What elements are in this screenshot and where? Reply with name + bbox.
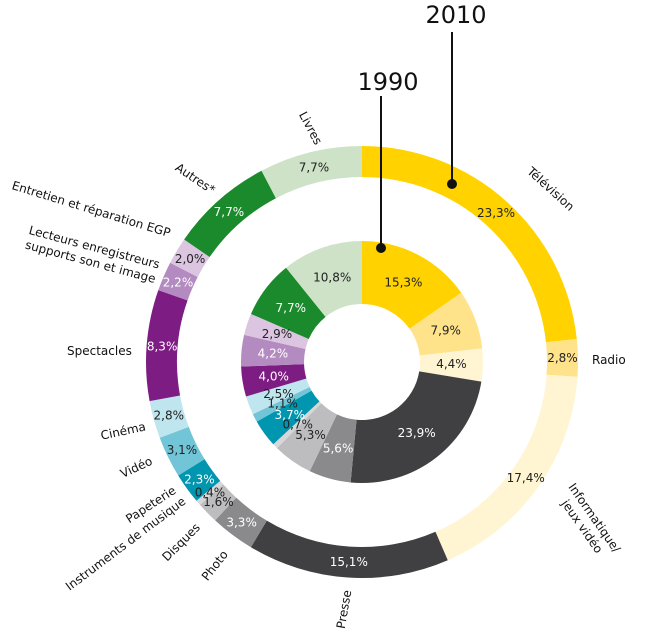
category-label-presse: Presse bbox=[334, 589, 355, 630]
category-label-cinema: Cinéma bbox=[99, 419, 147, 442]
outer-value-label-livres: 7,7% bbox=[299, 160, 330, 174]
callout-dot-1990 bbox=[376, 243, 386, 253]
inner-slice-informatique-jeux-video bbox=[419, 348, 483, 382]
outer-slice-entretien-et-reparation-egp bbox=[170, 239, 210, 277]
inner-slice-entretien-et-reparation-egp bbox=[244, 313, 309, 349]
inner-slice-presse bbox=[350, 371, 482, 484]
outer-value-label-papeterie: 2,3% bbox=[184, 472, 215, 486]
inner-value-label-lecteurs-enregistreurs-supports-son-et-image: 4,2% bbox=[258, 347, 289, 361]
outer-value-label-video: 3,1% bbox=[167, 443, 198, 457]
outer-value-label-photo: 3,3% bbox=[226, 515, 257, 529]
outer-value-label-lecteurs-enregistreurs-supports-son-et-image: 2,2% bbox=[163, 275, 194, 289]
category-label-lecteurs: Lecteurs enregistreurs supports son et i… bbox=[24, 223, 162, 286]
outer-value-label-informatique-jeux-video: 17,4% bbox=[507, 471, 545, 485]
category-label-autres: Autres* bbox=[173, 160, 218, 197]
outer-value-label-spectacles: 8,3% bbox=[147, 339, 178, 353]
inner-value-label-papeterie: 3,7% bbox=[275, 408, 306, 422]
outer-value-label-television: 23,3% bbox=[477, 206, 515, 220]
inner-value-label-instruments-de-musique: 0,7% bbox=[282, 417, 313, 431]
outer-slice-photo bbox=[215, 497, 267, 548]
outer-slice-lecteurs-enregistreurs-supports-son-et-image bbox=[158, 262, 198, 301]
inner-value-label-cinema: 2,5% bbox=[263, 387, 294, 401]
inner-slice-disques bbox=[276, 403, 337, 472]
inner-slice-autres bbox=[250, 267, 326, 339]
inner-slice-lecteurs-enregistreurs-supports-son-et-image bbox=[241, 334, 306, 367]
outer-value-label-cinema: 2,8% bbox=[154, 409, 185, 423]
category-label-radio: Radio bbox=[592, 353, 626, 367]
inner-value-label-entretien-et-reparation-egp: 2,9% bbox=[262, 327, 293, 341]
year-label-2010: 2010 bbox=[425, 1, 486, 29]
inner-slice-cinema bbox=[246, 378, 310, 415]
year-label-1990: 1990 bbox=[357, 68, 418, 96]
inner-value-label-livres: 10,8% bbox=[313, 271, 351, 285]
inner-slice-photo bbox=[309, 414, 357, 483]
callout-dot-2010 bbox=[447, 179, 457, 189]
inner-slice-radio bbox=[409, 292, 483, 356]
ring-2010 bbox=[146, 146, 579, 578]
inner-slice-livres bbox=[286, 241, 362, 317]
inner-slice-spectacles bbox=[241, 364, 307, 397]
year-callouts: 2010 1990 bbox=[357, 1, 487, 253]
inner-value-label-video: 1,1% bbox=[267, 396, 298, 410]
outer-value-label-autres: 7,7% bbox=[214, 205, 245, 219]
outer-slice-livres bbox=[261, 146, 362, 199]
outer-value-label-entretien-et-reparation-egp: 2,0% bbox=[175, 252, 206, 266]
outer-value-label-presse: 15,1% bbox=[330, 555, 368, 569]
outer-slice-autres bbox=[184, 170, 276, 258]
inner-value-label-disques: 5,3% bbox=[295, 428, 326, 442]
category-label-informatique: Informatique/ jeux vidéo bbox=[558, 481, 624, 556]
category-label-photo: Photo bbox=[199, 548, 231, 584]
outer-slice-informatique-jeux-video bbox=[435, 374, 578, 561]
inner-value-label-presse: 23,9% bbox=[398, 426, 436, 440]
inner-slice-video bbox=[252, 387, 312, 422]
outer-slice-disques bbox=[199, 484, 237, 521]
inner-slice-papeterie bbox=[256, 390, 320, 445]
category-label-disques: Disques bbox=[159, 520, 203, 564]
outer-value-label-instruments-de-musique: 0,4% bbox=[195, 486, 226, 500]
ring-1990 bbox=[241, 241, 483, 484]
category-label-television: Télévision bbox=[524, 164, 577, 214]
outer-value-label-disques: 1,6% bbox=[203, 495, 234, 509]
inner-value-label-photo: 5,6% bbox=[323, 441, 354, 455]
outer-slice-cinema bbox=[149, 395, 189, 438]
outer-slice-spectacles bbox=[146, 290, 188, 402]
outer-slice-presse bbox=[250, 520, 448, 578]
inner-value-label-spectacles: 4,0% bbox=[258, 370, 289, 384]
outer-slice-video bbox=[159, 426, 205, 476]
inner-value-label-informatique-jeux-video: 4,4% bbox=[436, 357, 467, 371]
inner-slice-television bbox=[362, 241, 462, 329]
category-label-livres: Livres bbox=[296, 109, 325, 147]
inner-slice-instruments-de-musique bbox=[273, 401, 322, 449]
inner-value-label-autres: 7,7% bbox=[276, 301, 307, 315]
category-label-spectacles: Spectacles bbox=[67, 344, 132, 358]
outer-slice-instruments-de-musique bbox=[196, 480, 224, 505]
outer-value-label-radio: 2,8% bbox=[547, 351, 578, 365]
outer-slice-papeterie bbox=[178, 459, 221, 501]
percentage-labels: 23,3% 2,8% 17,4% 15,1% 3,3% 1,6%0,4%2,3% 3,1% 2… bbox=[147, 160, 578, 569]
inner-value-label-television: 15,3% bbox=[384, 276, 422, 290]
outer-slice-television bbox=[362, 146, 577, 343]
outer-slice-radio bbox=[545, 338, 579, 377]
inner-value-label-radio: 7,9% bbox=[430, 323, 461, 337]
category-label-video: Vidéo bbox=[118, 454, 154, 481]
